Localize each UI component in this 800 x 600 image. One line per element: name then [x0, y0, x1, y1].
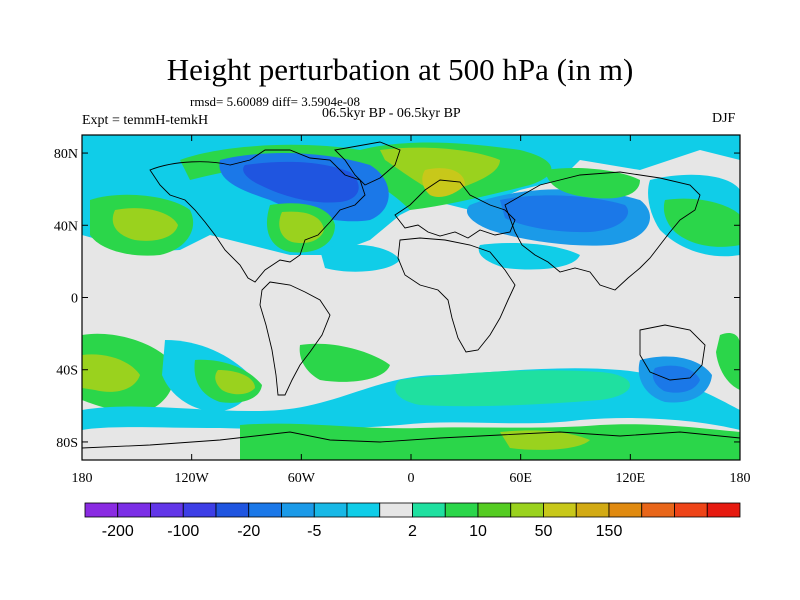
- coast-australia: [639, 324, 706, 381]
- coast-asia: [504, 171, 701, 291]
- x-tick-label: 120W: [175, 471, 210, 486]
- colorbar-label: 2: [408, 523, 417, 540]
- coast-south-america: [259, 281, 331, 396]
- coast-antarctica: [82, 431, 740, 449]
- contour-green-sa: [299, 343, 390, 382]
- colorbar-label: 150: [596, 523, 623, 540]
- contour-yellow-sp-mid: [215, 370, 255, 395]
- colorbar-swatch: [641, 502, 675, 518]
- x-tick-label: 0: [408, 471, 415, 486]
- colorbar-swatch: [346, 502, 381, 518]
- contour-green-japan: [663, 198, 740, 247]
- contour-darkblue-na: [243, 161, 359, 203]
- colorbar-label: -100: [167, 523, 199, 540]
- contour-yellow-pacific: [112, 208, 178, 241]
- x-tick-label: 180: [730, 471, 751, 486]
- contour-yellow-eus: [279, 211, 324, 244]
- y-tick-label: 80N: [54, 147, 78, 162]
- colorbar-label: -5: [307, 523, 321, 540]
- colorbar: -200 -100 -20 -5 2 10 50 150: [84, 502, 741, 540]
- colorbar-swatch: [248, 502, 282, 518]
- y-tick-label: 0: [71, 292, 78, 307]
- map-axes: 80N 40N 0 40S 80S 180 120W 60W 0 60E 120E 180: [54, 135, 751, 486]
- contour-darkblue-eurasia: [500, 195, 629, 233]
- colorbar-swatch: [706, 502, 741, 518]
- colorbar-swatch: [313, 502, 348, 518]
- colorbar-label: 50: [535, 523, 553, 540]
- colorbar-swatch: [543, 502, 577, 518]
- colorbar-swatch: [510, 502, 544, 518]
- coast-north-america: [149, 149, 366, 283]
- colorbar-swatch: [575, 502, 610, 518]
- coastlines: [82, 141, 740, 449]
- contour-yellow-antarctic: [500, 430, 590, 450]
- contour-cyan-africa: [478, 243, 580, 270]
- y-tick-label: 40S: [56, 364, 78, 379]
- contour-orange-scand: [422, 168, 465, 197]
- colorbar-swatch: [608, 502, 643, 518]
- contour-green-antarctic: [240, 423, 740, 460]
- colorbar-swatch: [412, 502, 446, 518]
- chart-title: Height perturbation at 500 hPa (in m): [166, 52, 634, 87]
- stats-text: rmsd= 5.60089 diff= 3.5904e-08: [190, 94, 361, 109]
- x-tick-label: 180: [72, 471, 93, 486]
- colorbar-swatch: [215, 502, 250, 518]
- colorbar-swatch: [117, 502, 151, 518]
- colorbar-label: 10: [469, 523, 487, 540]
- colorbar-label: -200: [102, 523, 134, 540]
- contour-green-nz: [716, 333, 740, 390]
- coast-africa: [397, 237, 516, 353]
- contour-green-circumpolar: [395, 370, 630, 407]
- season-label: DJF: [712, 111, 736, 126]
- contour-cyan-atlantic: [320, 244, 400, 272]
- colorbar-swatch: [444, 502, 479, 518]
- colorbar-label: -20: [237, 523, 260, 540]
- experiment-label: Expt = temmH-temkH: [82, 113, 209, 128]
- period-label: 06.5kyr BP - 06.5kyr BP: [322, 106, 461, 121]
- colorbar-swatch: [379, 502, 413, 518]
- contour-yellow-sp-west: [82, 354, 140, 392]
- colorbar-swatch: [84, 502, 119, 518]
- colorbar-swatch: [477, 502, 512, 518]
- colorbar-swatch: [674, 502, 708, 518]
- coast-greenland: [334, 141, 401, 186]
- x-tick-label: 60W: [288, 471, 316, 486]
- x-tick-label: 60E: [509, 471, 532, 486]
- contour-field: [82, 135, 740, 460]
- colorbar-swatch: [150, 502, 184, 518]
- coast-europe: [394, 179, 516, 239]
- y-tick-label: 40N: [54, 219, 78, 234]
- colorbar-swatch: [182, 502, 217, 518]
- y-tick-label: 80S: [56, 436, 78, 451]
- contour-green-asia: [545, 168, 640, 199]
- x-tick-label: 120E: [616, 471, 646, 486]
- colorbar-swatch: [281, 502, 315, 518]
